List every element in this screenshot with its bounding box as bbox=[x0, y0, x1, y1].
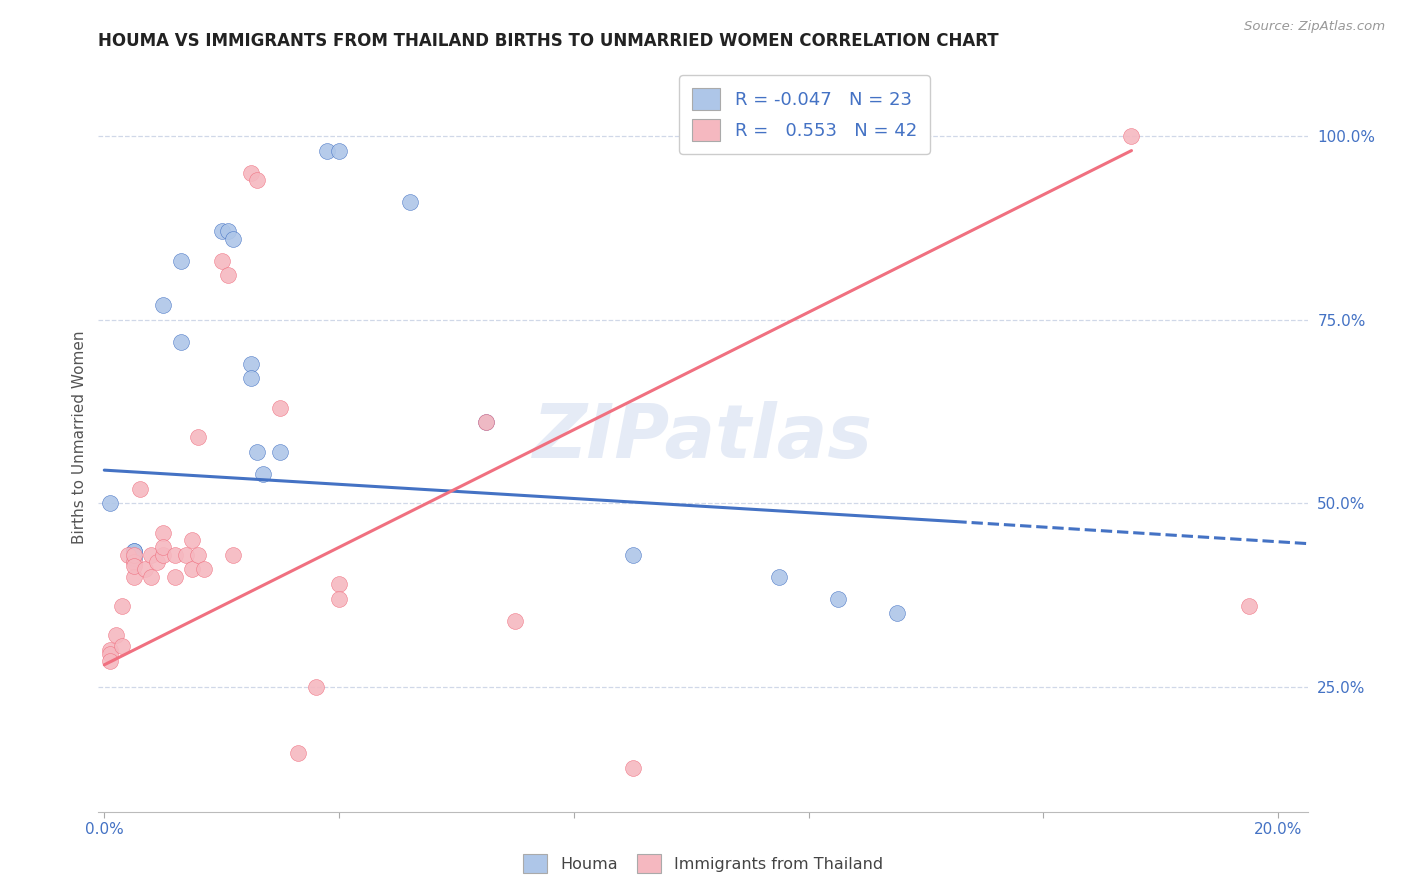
Point bbox=[328, 144, 350, 158]
Text: Source: ZipAtlas.com: Source: ZipAtlas.com bbox=[1244, 20, 1385, 33]
Point bbox=[269, 401, 291, 415]
Text: HOUMA VS IMMIGRANTS FROM THAILAND BIRTHS TO UNMARRIED WOMEN CORRELATION CHART: HOUMA VS IMMIGRANTS FROM THAILAND BIRTHS… bbox=[98, 32, 1000, 50]
Point bbox=[122, 551, 145, 566]
Point bbox=[886, 607, 908, 621]
Point bbox=[252, 467, 274, 481]
Point bbox=[398, 194, 420, 209]
Point bbox=[768, 569, 790, 583]
Point bbox=[246, 444, 269, 458]
Point bbox=[240, 357, 263, 371]
Point bbox=[146, 555, 169, 569]
Point bbox=[187, 548, 209, 562]
Point bbox=[240, 166, 263, 180]
Point bbox=[152, 525, 174, 540]
Point bbox=[98, 496, 121, 510]
Point bbox=[475, 416, 498, 430]
Point bbox=[222, 232, 245, 246]
Point bbox=[105, 628, 128, 642]
Point bbox=[152, 541, 174, 555]
Point bbox=[169, 253, 191, 268]
Point bbox=[316, 144, 339, 158]
Point bbox=[211, 253, 233, 268]
Legend: R = -0.047   N = 23, R =   0.553   N = 42: R = -0.047 N = 23, R = 0.553 N = 42 bbox=[679, 75, 929, 153]
Y-axis label: Births to Unmarried Women: Births to Unmarried Women bbox=[72, 330, 87, 544]
Point bbox=[122, 569, 145, 583]
Legend: Houma, Immigrants from Thailand: Houma, Immigrants from Thailand bbox=[517, 847, 889, 880]
Point bbox=[1121, 128, 1143, 143]
Point bbox=[1237, 599, 1260, 613]
Point bbox=[217, 224, 239, 238]
Point bbox=[181, 533, 204, 547]
Point bbox=[269, 444, 291, 458]
Point bbox=[117, 548, 139, 562]
Point bbox=[304, 680, 326, 694]
Point bbox=[328, 591, 350, 606]
Point bbox=[176, 548, 198, 562]
Point bbox=[621, 548, 644, 562]
Point bbox=[152, 298, 174, 312]
Point bbox=[246, 173, 269, 187]
Point bbox=[187, 430, 209, 444]
Point bbox=[169, 334, 191, 349]
Point bbox=[211, 224, 233, 238]
Point bbox=[122, 548, 145, 562]
Point bbox=[163, 548, 186, 562]
Point bbox=[181, 562, 204, 576]
Point bbox=[141, 569, 163, 583]
Point bbox=[621, 761, 644, 775]
Point bbox=[141, 548, 163, 562]
Point bbox=[503, 614, 526, 628]
Point bbox=[128, 482, 150, 496]
Point bbox=[111, 640, 134, 654]
Point bbox=[122, 544, 145, 558]
Point bbox=[122, 544, 145, 558]
Point bbox=[152, 548, 174, 562]
Point bbox=[827, 591, 849, 606]
Point bbox=[163, 569, 186, 583]
Point bbox=[217, 268, 239, 283]
Point bbox=[134, 562, 156, 576]
Text: ZIPatlas: ZIPatlas bbox=[533, 401, 873, 474]
Point bbox=[475, 416, 498, 430]
Point bbox=[98, 654, 121, 668]
Point bbox=[240, 371, 263, 385]
Point bbox=[98, 647, 121, 661]
Point bbox=[98, 643, 121, 657]
Point bbox=[328, 577, 350, 591]
Point bbox=[287, 746, 309, 760]
Point bbox=[111, 599, 134, 613]
Point bbox=[122, 558, 145, 573]
Point bbox=[122, 555, 145, 569]
Point bbox=[222, 548, 245, 562]
Point bbox=[193, 562, 215, 576]
